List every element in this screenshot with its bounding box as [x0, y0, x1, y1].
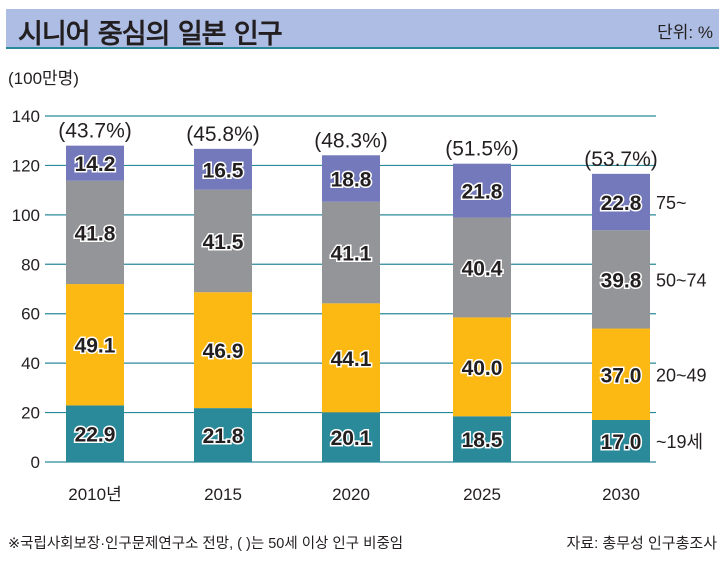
source-note: 자료: 총무성 인구총조사 [566, 535, 717, 552]
bar-segment [592, 230, 650, 329]
bar-segment [592, 173, 650, 231]
x-tick-label: 2030 [602, 485, 640, 504]
header-bar: 시니어 중심의 일본 인구 단위: % [6, 9, 719, 50]
data-label: 41.1 [331, 243, 372, 266]
y-tick-label: 20 [21, 404, 40, 423]
x-tick-label: 2015 [204, 485, 242, 504]
bar-segment [66, 180, 124, 285]
data-label: 14.2 [75, 153, 116, 176]
data-label: 41.5 [203, 231, 244, 254]
bar-segment [592, 328, 650, 420]
footnote: ※국립사회보장·인구문제연구소 전망, ( )는 50세 이상 인구 비중임 [8, 536, 404, 552]
data-label: 22.8 [601, 192, 642, 215]
data-label: 21.8 [203, 425, 244, 448]
bar-segment [194, 148, 252, 190]
data-label: 17.0 [601, 431, 642, 454]
y-tick-label: 80 [21, 255, 40, 274]
bar-segment [592, 419, 650, 462]
bar-segment [322, 412, 380, 462]
share-annotation: (45.8%) [186, 123, 260, 146]
bar-segment [322, 201, 380, 304]
y-tick-label: 100 [12, 206, 40, 225]
bar-segment [453, 416, 511, 462]
x-tick-label: 2025 [463, 485, 501, 504]
data-label: 21.8 [462, 181, 503, 204]
data-label: 20.1 [331, 427, 372, 450]
data-label: 40.0 [462, 357, 503, 380]
share-annotation: (48.3%) [314, 129, 388, 152]
data-label: 37.0 [601, 364, 642, 387]
legend-label: 20~49 [656, 365, 707, 385]
bar-segment [66, 145, 124, 181]
bar-segment [453, 163, 511, 218]
bar-segment [322, 303, 380, 413]
unit-label: 단위: % [657, 23, 713, 42]
data-label: 22.9 [75, 424, 116, 447]
y-tick-label: 60 [21, 305, 40, 324]
bar-segment [194, 189, 252, 293]
data-label: 49.1 [75, 335, 116, 358]
y-axis-label: (100만명) [8, 69, 79, 88]
bar-segment [322, 155, 380, 202]
bar-segment [453, 217, 511, 318]
data-label: 40.4 [462, 257, 503, 280]
legend-label: 50~74 [656, 270, 707, 290]
share-annotation: (43.7%) [58, 120, 132, 143]
chart-title: 시니어 중심의 일본 인구 [18, 19, 283, 50]
share-annotation: (53.7%) [584, 148, 658, 171]
legend-label: 75~ [656, 193, 687, 213]
bar-segment [453, 317, 511, 417]
data-label: 16.5 [203, 159, 244, 182]
y-tick-label: 0 [31, 453, 40, 472]
data-label: 46.9 [203, 340, 244, 363]
x-tick-label: 2020 [332, 485, 370, 504]
data-label: 18.8 [331, 169, 372, 192]
y-tick-label: 40 [21, 354, 40, 373]
data-label: 44.1 [331, 348, 372, 371]
legend-label: ~19세 [656, 432, 703, 452]
x-tick-label: 2010년 [68, 485, 121, 504]
y-tick-label: 120 [12, 156, 40, 175]
bar-segment [194, 408, 252, 462]
bar-segment [194, 292, 252, 409]
data-label: 41.8 [75, 222, 116, 245]
y-tick-label: 140 [12, 107, 40, 126]
share-annotation: (51.5%) [445, 138, 519, 161]
data-label: 18.5 [462, 429, 503, 452]
bar-segment [66, 284, 124, 406]
data-label: 39.8 [601, 269, 642, 292]
bar-segment [66, 405, 124, 462]
